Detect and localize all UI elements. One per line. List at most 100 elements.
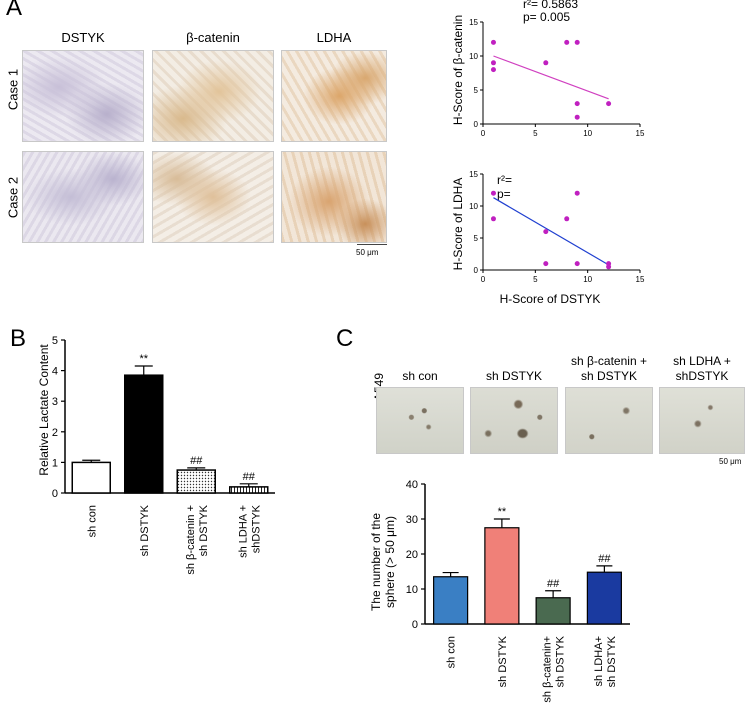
y-tick-label: 0 <box>412 619 418 631</box>
data-point <box>543 229 549 235</box>
row-label-case1: Case 1 <box>5 68 21 111</box>
y-tick-label: 5 <box>474 86 479 95</box>
panel-label-b: B <box>10 325 27 352</box>
x-tick-label: 0 <box>481 129 486 138</box>
scatter1-p-text: p= 0.005 <box>523 10 570 24</box>
sphere-bar-chart: The number of thesphere (> 50 μm) 0 10 20 3… <box>369 479 630 703</box>
x-category-line: shDSTYK <box>250 504 262 553</box>
y-tick-label: 30 <box>406 514 418 526</box>
y-tick-label: 3 <box>52 396 58 408</box>
barC-ylabel: The number of thesphere (> 50 μm) <box>369 513 397 611</box>
barC-bars: ** ## ## <box>433 506 622 625</box>
data-point <box>606 101 612 107</box>
scatter-catenin-chart: r²= 0.5863 p= 0.005 H-Score of β-catenin… <box>451 0 645 138</box>
x-tick-label: 0 <box>481 275 486 284</box>
data-point <box>574 190 580 196</box>
significance-label: ## <box>598 553 611 565</box>
x-category-label: sh LDHA + shDSTYK <box>237 504 262 558</box>
scatter-ldha-chart: r²= p= H-Score of LDHA H-Score of DSTYK … <box>451 170 645 306</box>
bar <box>586 571 622 625</box>
bar <box>433 576 469 625</box>
significance-label: ** <box>139 353 148 365</box>
condition-caption: sh LDHA + shDSTYK <box>652 354 749 384</box>
x-category-label: sh DSTYK <box>139 504 151 556</box>
condition-caption: sh DSTYK <box>464 369 564 384</box>
sphere-image-shldha <box>659 387 745 454</box>
y-label-line: sphere (> 50 μm) <box>383 516 397 608</box>
condition-caption: sh con <box>370 369 470 384</box>
scatter1-ylabel: H-Score of β-catenin <box>451 15 465 125</box>
data-point <box>574 261 580 267</box>
histology-case2-ldha <box>281 151 387 243</box>
sphere-image-shdstyk <box>470 387 558 454</box>
x-tick-label: 10 <box>583 275 592 284</box>
significance-label: ## <box>190 455 203 467</box>
regression-line <box>493 197 609 266</box>
x-category-label: sh β-catenin+ sh DSTYK <box>542 635 567 702</box>
x-category-line: sh DSTYK <box>555 635 567 687</box>
bar <box>484 527 520 625</box>
barB-ylabel: Relative Lactate Content <box>37 344 51 476</box>
condition-caption-line: sh DSTYK <box>580 369 637 383</box>
x-tick-label: 10 <box>583 129 592 138</box>
y-tick-label: 0 <box>474 266 479 275</box>
scatter1-points <box>490 39 612 120</box>
sphere-image-shcatenin <box>565 387 653 454</box>
scale-bar-c-label: 50 μm <box>719 457 742 466</box>
y-tick-label: 5 <box>474 234 479 243</box>
data-point <box>564 216 570 222</box>
histology-case1-dstyk <box>22 50 144 142</box>
data-point <box>574 114 580 120</box>
data-point <box>574 39 580 45</box>
data-point <box>543 261 549 267</box>
y-tick-label: 15 <box>469 18 478 27</box>
x-category-line: sh LDHA + <box>237 505 249 558</box>
x-category-label: sh β-catenin + sh DSTYK <box>185 504 210 574</box>
y-tick-label: 20 <box>406 549 418 561</box>
data-point <box>606 264 612 270</box>
y-tick-label: 40 <box>406 479 418 491</box>
data-point <box>564 39 570 45</box>
y-tick-label: 0 <box>52 488 58 500</box>
y-label-line: The number of the <box>369 513 383 611</box>
x-tick-label: 5 <box>533 275 538 284</box>
condition-caption-line: sh con <box>402 369 438 383</box>
significance-label: ## <box>243 471 256 483</box>
x-category-line: sh con <box>446 636 458 668</box>
data-point <box>543 60 549 66</box>
scatter2-axes: 0 5 10 15 0 5 10 15 <box>469 170 645 284</box>
x-category-label: sh con <box>446 636 458 668</box>
data-point <box>490 60 496 66</box>
x-category-line: sh con <box>86 505 98 537</box>
y-tick-label: 10 <box>469 52 478 61</box>
x-category-label: sh LDHA+ sh DSTYK <box>593 635 618 687</box>
scale-bar-a-label: 50 μm <box>356 248 379 257</box>
x-tick-label: 15 <box>636 129 645 138</box>
data-point <box>490 67 496 73</box>
bar <box>176 469 216 494</box>
regression-line <box>493 55 609 100</box>
bar <box>71 461 111 494</box>
bar <box>535 597 571 625</box>
condition-caption-line: sh LDHA + <box>673 354 731 368</box>
barB-xlabels: sh con sh DSTYK sh β-catenin + sh DSTYK sh L… <box>86 504 262 574</box>
condition-caption-line: sh DSTYK <box>485 369 542 383</box>
x-category-line: sh DSTYK <box>198 504 210 556</box>
scatter2-ylabel: H-Score of LDHA <box>451 178 465 271</box>
y-tick-label: 15 <box>469 170 478 179</box>
condition-caption-line: sh β-catenin + <box>571 354 647 368</box>
y-tick-label: 10 <box>469 202 478 211</box>
data-point <box>490 39 496 45</box>
data-point <box>574 101 580 107</box>
scatter1-r2-text: r²= 0.5863 <box>523 0 578 11</box>
y-tick-label: 4 <box>52 366 58 378</box>
y-tick-label: 2 <box>52 427 58 439</box>
significance-label: ** <box>498 506 507 518</box>
histology-case2-dstyk <box>22 151 144 243</box>
barC-xlabels: sh con sh DSTYK sh β-catenin+ sh DSTYK sh LD… <box>446 635 618 702</box>
histology-case1-catenin <box>152 50 274 142</box>
scatter2-p-text: p= <box>497 187 511 201</box>
column-header-catenin: β-catenin <box>186 30 240 45</box>
condition-caption: sh β-catenin + sh DSTYK <box>559 354 659 384</box>
row-label-case2: Case 2 <box>5 176 21 219</box>
